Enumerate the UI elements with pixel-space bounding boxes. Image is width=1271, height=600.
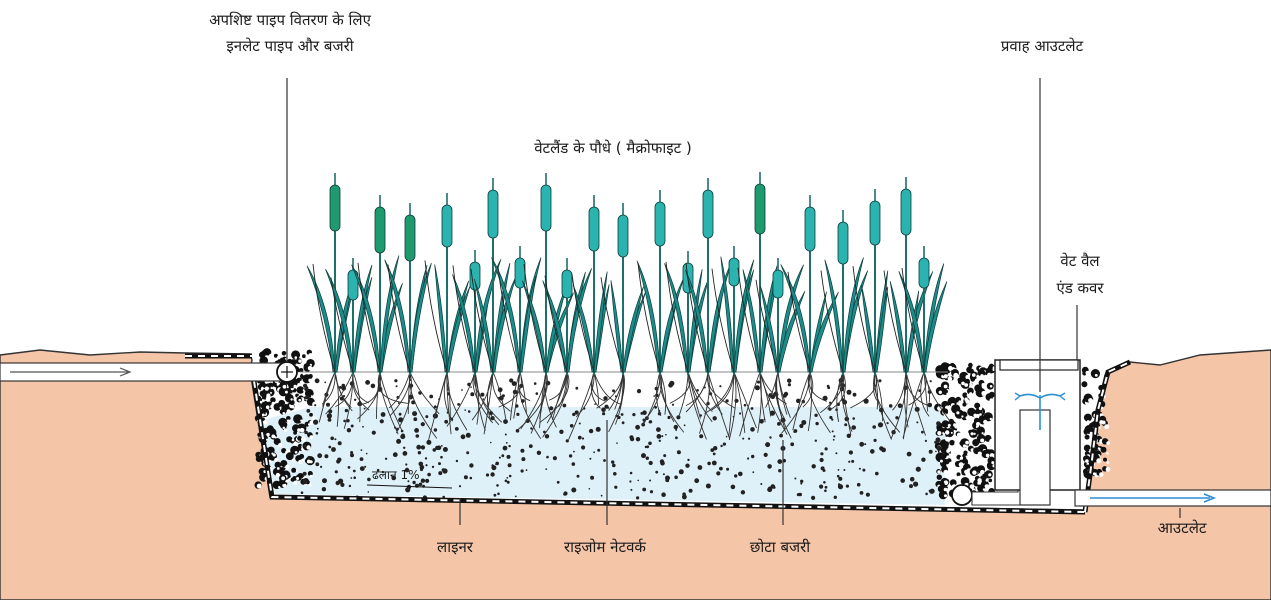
wet-well <box>994 359 1081 506</box>
plants-label: वेटलैंड के पौधे ( मैक्रोफाइट ) <box>534 139 692 157</box>
gravel-label: छोटा बजरी <box>750 538 811 556</box>
wetwell-label-line2: एंड कवर <box>1056 279 1104 297</box>
outlet-pipe <box>1074 489 1271 507</box>
rhizome-label: राइजोम नेटवर्क <box>564 538 646 556</box>
drain-pipe <box>951 484 973 506</box>
outlet-label: आउटलेट <box>1158 519 1207 537</box>
outflow-outlet-label: प्रवाह आउटलेट <box>1001 37 1084 55</box>
slope-line <box>366 484 453 489</box>
wetwell-label-line1: वेट वैल <box>1060 252 1100 270</box>
inlet-pipe <box>0 361 298 383</box>
slope-label: ढलान 1% <box>372 468 420 482</box>
wetland-plants <box>306 172 951 441</box>
liner-label: लाइनर <box>437 538 474 556</box>
inlet-label-line2: इनलेट पाइप और बजरी <box>226 37 354 55</box>
inlet-label-line1: अपशिष्ट पाइप वितरण के लिए <box>209 11 372 29</box>
liner-dashes <box>185 355 1131 513</box>
water-zone <box>262 407 945 505</box>
